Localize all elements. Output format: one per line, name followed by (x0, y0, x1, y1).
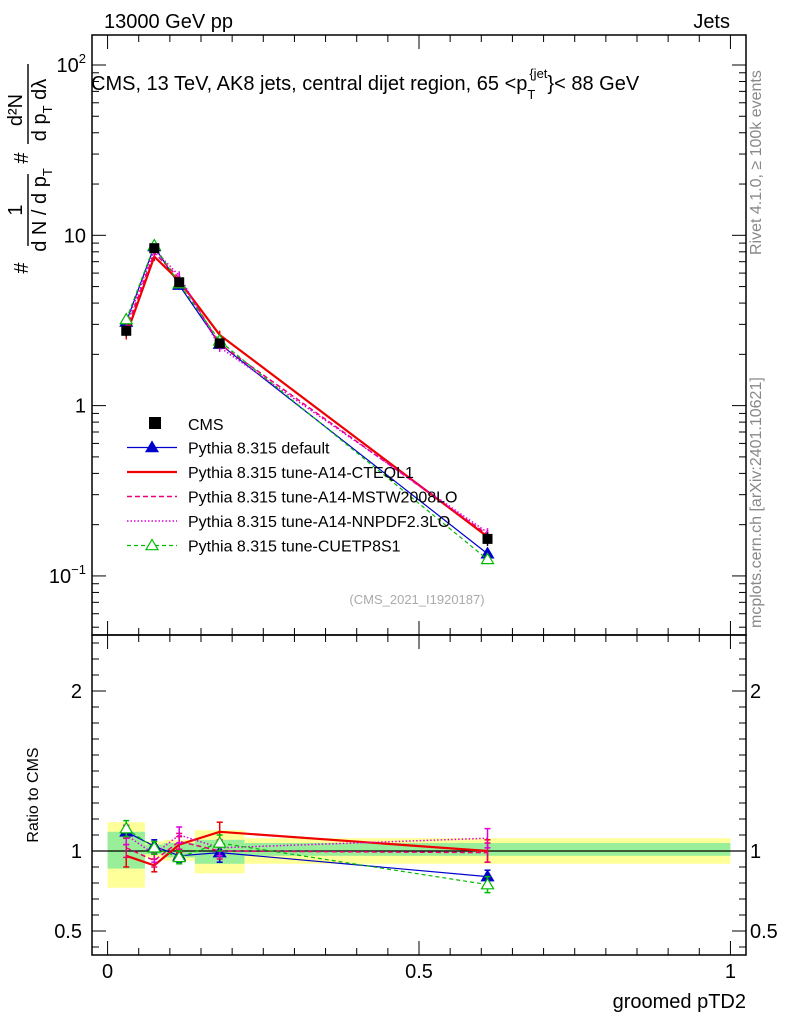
series-4-ratio-point-3 (212, 835, 227, 848)
series-2-line (125, 251, 488, 536)
y-label-num-1: 1 (5, 204, 27, 215)
ratio-ytick-label-right-2: 2 (750, 681, 761, 703)
main-series (119, 238, 495, 565)
series-4-ratio-point-2 (172, 850, 187, 863)
series-3-line (125, 248, 488, 534)
main-ytick-label-3: 102 (57, 51, 86, 77)
series-4-point-0 (119, 312, 134, 325)
chart-title: CMS, 13 TeV, AK8 jets, central dijet reg… (91, 66, 640, 102)
series-4-ratio-point-1 (147, 840, 162, 853)
series-4-ratio-line (125, 828, 488, 886)
data-point-3 (214, 338, 225, 349)
legend-label-3: Pythia 8.315 tune-A14-NNPDF2.3LO (188, 514, 450, 531)
main-ytick-label-0: 10−1 (49, 562, 86, 588)
series-4-ratio-point-4 (480, 877, 495, 890)
legend: CMS Pythia 8.315 default Pythia 8.315 tune… (127, 417, 457, 556)
data-point-2 (174, 277, 185, 288)
data-point-4 (482, 533, 493, 544)
legend-data-label: CMS (188, 417, 224, 434)
ratio-ytick-label-left-0: 0.5 (54, 921, 82, 943)
legend-data-marker (149, 417, 161, 429)
y-label-hash-2: # (11, 152, 33, 164)
main-ytick-label-1: 1 (75, 396, 86, 418)
ratio-ytick-label-left-2: 2 (71, 681, 82, 703)
legend-label-4: Pythia 8.315 tune-CUETP8S1 (188, 539, 401, 556)
legend-label-1: Pythia 8.315 tune-A14-CTEQL1 (188, 465, 414, 482)
energy-label: 13000 GeV pp (104, 11, 233, 33)
category-label: Jets (693, 11, 730, 33)
xtick-label-1: 0.5 (405, 961, 433, 983)
legend-marker-4 (144, 538, 160, 551)
ratio-ytick-label-right-0: 0.5 (750, 921, 778, 943)
rivet-label: Rivet 4.1.0, ≥ 100k events (748, 70, 765, 255)
ratio-ytick-label-right-1: 1 (750, 841, 761, 863)
axis-ticks: 10−1 1 10 102 0.5 0.5 1 1 2 2 0 0.5 1 (49, 35, 778, 983)
y-label-den-1: d N / d pT (29, 168, 55, 252)
series-3-ratio-line (125, 834, 488, 856)
xtick-label-0: 0 (102, 961, 113, 983)
ratio-y-label: Ratio to CMS (25, 747, 42, 842)
y-label-num-2: d²N (5, 94, 27, 126)
series-4-ratio-point-0 (119, 821, 134, 834)
ratio-panel-frame (91, 634, 747, 956)
legend-marker-0 (144, 440, 160, 453)
ratio-ytick-label-left-1: 1 (71, 841, 82, 863)
data-point-0 (121, 325, 132, 336)
mcplots-label: mcplots.cern.ch [arXiv:2401.10621] (748, 377, 765, 628)
legend-label-0: Pythia 8.315 default (188, 441, 330, 458)
main-ytick-label-2: 10 (64, 225, 86, 247)
legend-label-2: Pythia 8.315 tune-A14-MSTW2008LO (188, 490, 457, 507)
uncertainty-bands (107, 822, 731, 888)
xtick-label-2: 1 (725, 961, 736, 983)
x-axis-label: groomed pTD2 (613, 991, 746, 1013)
y-label-den-2: d pT dλ (29, 79, 55, 141)
analysis-id: (CMS_2021_I1920187) (349, 592, 484, 607)
data-point-1 (149, 243, 160, 254)
series-4-line (125, 244, 488, 560)
y-axis-label: # 1 d N / d pT # d²N d pT dλ (5, 64, 55, 274)
series-4-point-4 (480, 552, 495, 565)
y-label-hash-1: # (11, 262, 33, 274)
series-2-ratio-line (125, 840, 488, 862)
ratio-series (119, 819, 495, 894)
